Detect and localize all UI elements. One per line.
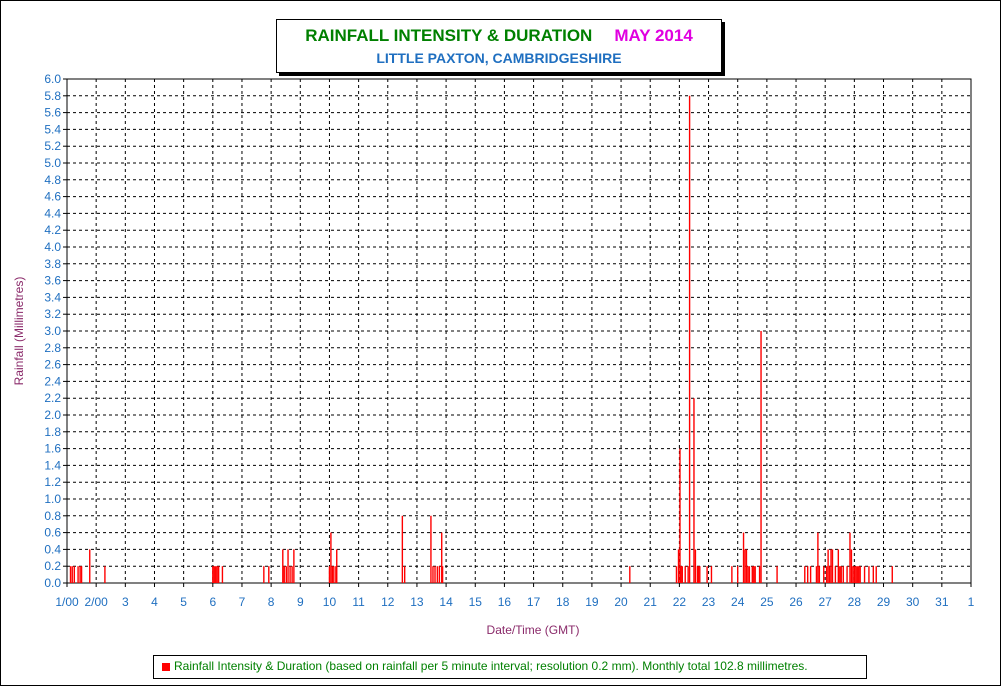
x-tick-labels: 1/00 2/00 3 4 5 6 7 8 9 10 11 12 13 14 15 16 17 18 19 20 21 2… [55,583,975,609]
y-tick-label: 2.0 [44,408,61,422]
x-axis-label: Date/Time (GMT) [487,623,580,637]
legend-swatch [162,663,170,671]
x-tick-label: 3 [122,595,129,609]
legend-entry: Rainfall Intensity & Duration (based on … [174,659,808,673]
x-tick-label: 10 [323,595,337,609]
y-tick-label: 5.6 [44,106,61,120]
x-tick-label: 21 [644,595,658,609]
y-tick-label: 5.8 [44,89,61,103]
y-tick-label: 4.2 [44,223,61,237]
x-tick-label: 19 [585,595,599,609]
x-tick-label: 26 [789,595,803,609]
chart-title-text: RAINFALL INTENSITY & DURATION [305,26,593,45]
x-tick-label: 4 [151,595,158,609]
y-tick-label: 0.2 [44,559,61,573]
y-tick-label: 5.0 [44,156,61,170]
x-tick-label: 1 [968,595,975,609]
x-tick-label: 30 [906,595,920,609]
y-tick-label: 3.2 [44,307,61,321]
x-tick-label: 14 [439,595,453,609]
x-tick-label: 5 [180,595,187,609]
y-tick-label: 3.8 [44,257,61,271]
y-tick-label: 4.8 [44,173,61,187]
x-tick-label: 6 [209,595,216,609]
legend: Rainfall Intensity & Duration (based on … [153,655,867,679]
x-tick-label: 2/00 [84,595,108,609]
y-tick-label: 3.4 [44,290,61,304]
grid-lines [67,79,971,583]
x-tick-label: 27 [819,595,833,609]
x-tick-label: 7 [239,595,246,609]
x-tick-label: 20 [614,595,628,609]
x-tick-label: 25 [760,595,774,609]
y-axis-label: Rainfall (Millimetres) [12,277,26,386]
x-tick-label: 29 [877,595,891,609]
y-tick-label: 1.6 [44,442,61,456]
y-tick-label: 1.2 [44,475,61,489]
y-tick-label: 2.4 [44,374,61,388]
y-tick-label: 4.6 [44,190,61,204]
y-tick-label: 2.6 [44,358,61,372]
y-tick-label: 2.2 [44,391,61,405]
y-tick-label: 3.0 [44,324,61,338]
y-tick-label: 1.4 [44,458,61,472]
x-tick-label: 28 [848,595,862,609]
y-tick-label: 1.0 [44,492,61,506]
y-tick-label: 5.4 [44,122,61,136]
y-tick-label: 5.2 [44,139,61,153]
chart-title-period: MAY 2014 [614,26,693,45]
x-tick-label: 13 [410,595,424,609]
y-tick-label: 0.6 [44,526,61,540]
x-tick-label: 18 [556,595,570,609]
x-tick-label: 1/00 [55,595,79,609]
x-tick-label: 23 [702,595,716,609]
x-tick-label: 12 [381,595,395,609]
y-tick-labels: 0.0 0.2 0.4 0.6 0.8 1.0 1.2 1.4 1.6 1.8 2.0 2.2 2.4 2… [44,72,67,590]
chart-title: RAINFALL INTENSITY & DURATION MAY 2014 [277,26,721,46]
y-tick-label: 4.4 [44,206,61,220]
x-tick-label: 11 [352,595,365,609]
y-tick-label: 4.0 [44,240,61,254]
x-tick-label: 15 [469,595,483,609]
rainfall-bars [69,95,893,583]
y-tick-label: 2.8 [44,341,61,355]
x-tick-label: 9 [297,595,304,609]
x-tick-label: 16 [498,595,512,609]
x-tick-label: 24 [731,595,745,609]
x-tick-label: 8 [268,595,275,609]
y-tick-label: 6.0 [44,72,61,86]
y-tick-label: 0.8 [44,509,61,523]
x-tick-label: 17 [527,595,541,609]
y-tick-label: 0.0 [44,576,61,590]
y-tick-label: 1.8 [44,425,61,439]
x-tick-label: 31 [935,595,949,609]
chart-subtitle: LITTLE PAXTON, CAMBRIDGESHIRE [376,50,622,66]
chart-title-box: RAINFALL INTENSITY & DURATION MAY 2014 LI… [276,19,722,73]
y-tick-label: 3.6 [44,274,61,288]
y-tick-label: 0.4 [44,542,61,556]
x-tick-label: 22 [673,595,687,609]
